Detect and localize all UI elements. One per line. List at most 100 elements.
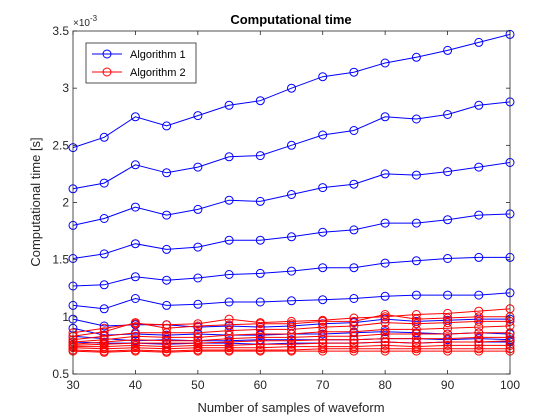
series-2-point (255, 329, 265, 339)
x-tick-label: 40 (129, 378, 143, 392)
x-tick-label: 70 (316, 378, 330, 392)
series-1-point (318, 130, 328, 140)
y-tick-label: 1 (62, 310, 69, 324)
series-2-point (287, 346, 296, 356)
series-2-point (193, 346, 203, 356)
series-2-point (224, 320, 234, 330)
series-1-point (443, 110, 453, 119)
legend-label-algorithm-2: Algorithm 2 (130, 67, 186, 79)
series-1-point (411, 170, 421, 180)
series-2-point (255, 332, 265, 342)
series-2-point (380, 324, 390, 334)
series-2-point (349, 316, 359, 326)
series-1-point (130, 294, 140, 303)
series-2-point (162, 347, 172, 357)
series-2-point (130, 343, 140, 353)
series-1-point (380, 112, 390, 122)
series-1-point (380, 258, 390, 268)
chart-title: Computational time (230, 12, 351, 27)
series-2-point (130, 346, 140, 356)
series-1-point (224, 270, 234, 279)
series-1-point (99, 304, 109, 314)
series-2-line-9 (72, 348, 510, 352)
series-2-point (349, 346, 359, 356)
series-1-point (349, 67, 359, 77)
series-2-point (411, 319, 421, 329)
series-2-point (474, 337, 484, 347)
series-1-point (255, 196, 265, 206)
legend-marker-algorithm-1 (102, 49, 112, 59)
series-1-point (380, 218, 390, 228)
series-2-point (443, 344, 453, 354)
series-1-point (193, 111, 203, 121)
series-1-point (287, 83, 296, 93)
y-axis-exponent-base: ×10 (73, 18, 90, 29)
series-2-point (411, 310, 421, 319)
series-1-point (349, 179, 359, 189)
series-1-point (130, 202, 140, 212)
series-1-point (411, 290, 421, 300)
series-1-point (474, 37, 484, 47)
y-tick-label: 1.5 (52, 253, 69, 267)
series-1-point (224, 195, 234, 205)
series-2-point (255, 343, 265, 353)
series-1-line-1 (72, 33, 511, 149)
series-1-point (99, 249, 109, 259)
x-tick-label: 30 (66, 378, 80, 392)
series-2-point (443, 346, 453, 356)
series-1-point (474, 252, 484, 262)
series-1-point (224, 152, 234, 162)
series-2-point (474, 322, 484, 332)
series-1-point (411, 52, 421, 62)
series-1-point (443, 167, 453, 177)
y-tick-label: 2 (62, 196, 69, 210)
series-1-point (474, 100, 484, 110)
series-2-point (318, 316, 328, 326)
series-2-point (162, 332, 172, 342)
series-1-point (380, 58, 390, 68)
series-1-point (287, 232, 296, 242)
series-2-point (443, 313, 453, 323)
series-1-point (411, 114, 421, 124)
series-2-point (193, 343, 203, 353)
series-1-point (130, 160, 140, 170)
series-1-point (443, 45, 453, 55)
series-1-point (443, 254, 453, 263)
y-tick-label: 3 (62, 81, 69, 95)
series-1-point (255, 297, 265, 307)
series-1-point (193, 273, 203, 283)
series-2-point (318, 322, 328, 332)
series-layer (68, 29, 515, 357)
series-2-point (224, 334, 234, 344)
series-1-line-2 (72, 101, 511, 190)
series-2-point (318, 331, 328, 341)
series-2-point (349, 321, 359, 331)
series-1-point (380, 291, 390, 301)
series-1-point (318, 72, 328, 82)
series-2-point (255, 339, 265, 349)
series-1-point (193, 299, 203, 309)
series-2-point (99, 347, 109, 357)
x-tick-label: 50 (191, 378, 205, 392)
series-2-point (130, 318, 140, 328)
series-2-point (411, 314, 421, 324)
series-1-point (255, 268, 265, 278)
series-1-point (318, 263, 328, 273)
series-1-point (287, 296, 296, 306)
series-2-line-4 (72, 325, 511, 343)
y-axis-label: Computational time [s] (28, 137, 43, 266)
series-2-point (474, 340, 484, 350)
series-1-point (99, 178, 109, 188)
series-2-point (474, 312, 484, 322)
y-axis-exponent-power: -3 (90, 14, 98, 23)
series-2-point (255, 319, 265, 329)
series-2-line-10 (72, 350, 510, 353)
series-1-point (443, 215, 453, 225)
series-2-point (411, 344, 421, 354)
series-2-point (411, 324, 421, 334)
series-1-line-5 (72, 256, 510, 287)
series-1-point (224, 235, 234, 245)
series-2-point (287, 332, 296, 342)
series-2-point (380, 337, 390, 347)
